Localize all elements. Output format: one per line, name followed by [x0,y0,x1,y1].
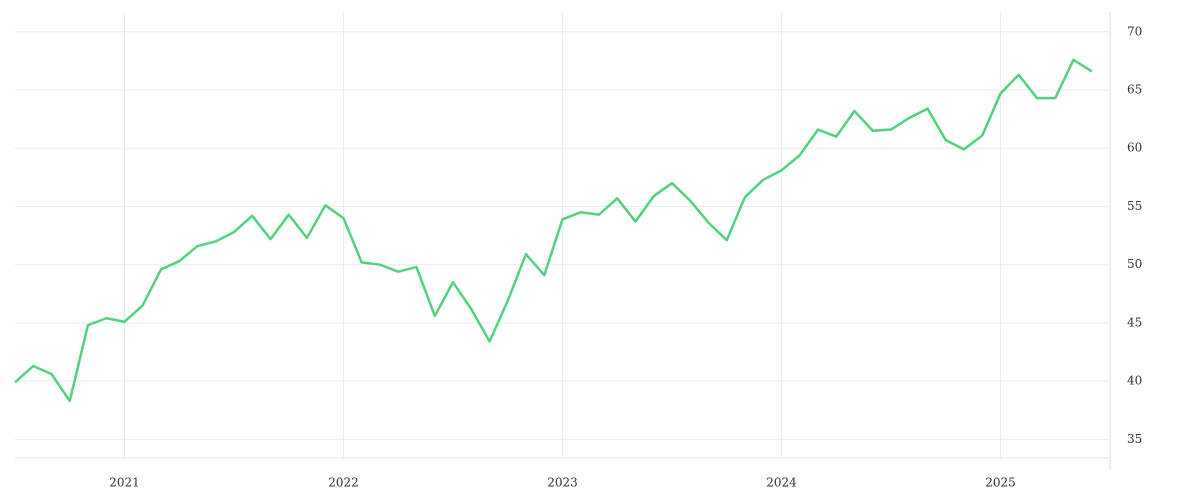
data-line [14,58,1093,403]
x-tick-label: 2023 [547,476,578,490]
y-tick-label: 40 [1127,374,1142,388]
x-tick-label: 2025 [985,476,1016,490]
y-tick-label: 50 [1127,257,1142,271]
y-tick-label: 55 [1127,199,1142,213]
x-tick-label: 2024 [766,476,797,490]
y-tick-label: 70 [1127,24,1142,38]
y-tick-label: 35 [1127,432,1142,446]
x-tick-label: 2021 [109,476,140,490]
y-tick-label: 65 [1127,83,1142,97]
y-tick-label: 45 [1127,315,1142,329]
x-tick-label: 2022 [328,476,359,490]
y-tick-label: 60 [1127,141,1142,155]
